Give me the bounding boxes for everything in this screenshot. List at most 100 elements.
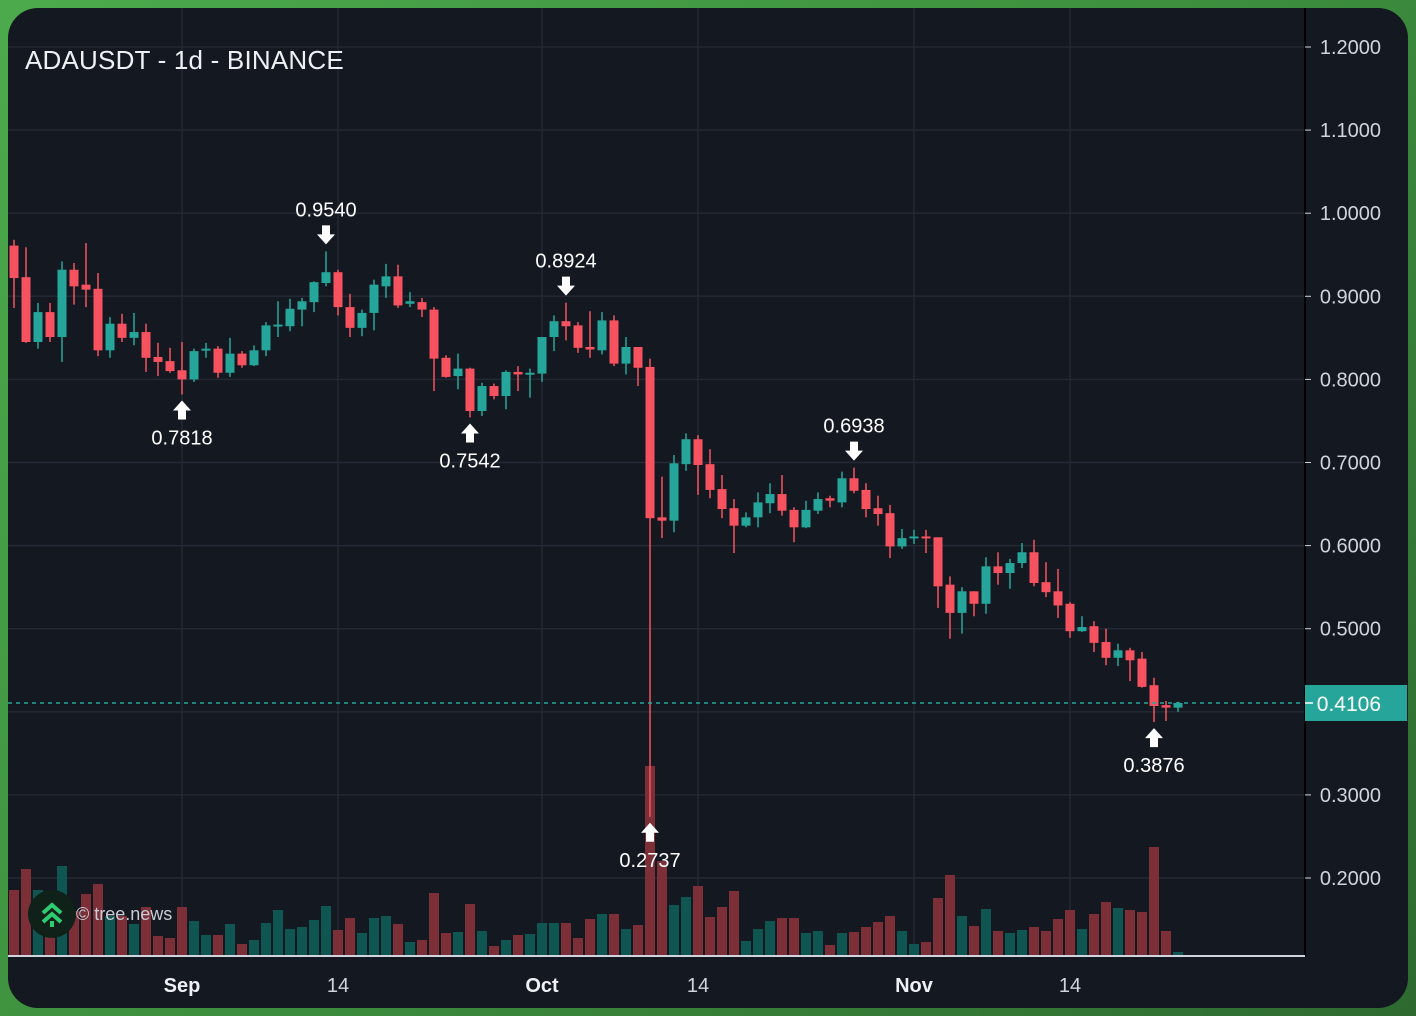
candle-body — [345, 307, 355, 328]
candle-body — [21, 277, 31, 343]
candle-body — [585, 346, 595, 350]
candle-body — [213, 348, 223, 373]
candle — [777, 474, 787, 516]
candle — [741, 512, 751, 528]
annotation-label: 0.3876 — [1123, 755, 1184, 777]
candle-body — [69, 269, 79, 287]
candle — [897, 528, 907, 549]
volume-bar — [537, 923, 547, 956]
candle-body — [921, 536, 931, 539]
volume-bar — [741, 941, 751, 956]
candle — [945, 576, 955, 639]
candle-body — [633, 346, 643, 368]
candle-body — [417, 302, 427, 310]
x-tick-label: Oct — [525, 975, 559, 997]
volume-bar — [441, 933, 451, 956]
candle — [33, 302, 43, 349]
candle-body — [357, 312, 367, 328]
y-tick-label: 1.0000 — [1320, 203, 1381, 225]
candle-body — [561, 321, 571, 327]
candle — [837, 471, 847, 508]
candle-body — [333, 272, 343, 308]
candle-body — [309, 282, 319, 303]
last-price-badge: 0.4106 — [1305, 684, 1407, 721]
candle-body — [1161, 705, 1171, 708]
candle — [201, 342, 211, 358]
candle-body — [237, 353, 247, 366]
candle — [1077, 616, 1087, 633]
volume-bar — [1173, 952, 1183, 956]
candle-body — [1053, 591, 1063, 606]
candle — [729, 499, 739, 554]
candle — [261, 322, 271, 357]
candle — [105, 317, 115, 358]
candle-body — [297, 301, 307, 310]
candle-body — [45, 312, 55, 338]
candle-body — [1149, 685, 1159, 706]
arrow-up-icon — [173, 400, 191, 420]
y-tick-label: 0.2000 — [1320, 868, 1381, 890]
candle — [969, 591, 979, 617]
candle — [801, 500, 811, 529]
volume-bar — [753, 929, 763, 956]
high-low-annotations: 0.9540 0.8924 0.6938 0.7818 0.7542 0.2737 0.38… — [151, 199, 1184, 871]
candle — [1101, 628, 1111, 666]
candlestick-chart[interactable]: 0.9540 0.8924 0.6938 0.7818 0.7542 0.2737 0.38… — [8, 8, 1408, 1008]
volume-bar — [825, 945, 835, 956]
volume-bar — [549, 923, 559, 956]
volume-bar — [309, 920, 319, 956]
candle — [405, 292, 415, 308]
candle — [1149, 677, 1159, 723]
candle — [273, 301, 283, 338]
volume-bar — [837, 933, 847, 956]
volume-bar — [165, 938, 175, 956]
candle — [1029, 539, 1039, 587]
candle-body — [117, 323, 127, 338]
candle — [141, 323, 151, 372]
candle-body — [501, 371, 511, 397]
candle-body — [717, 489, 727, 510]
volume-bar — [1125, 910, 1135, 956]
candle-body — [381, 276, 391, 287]
candle-body — [477, 386, 487, 411]
volume-bar — [717, 907, 727, 956]
candle — [153, 342, 163, 377]
volume-bar — [465, 904, 475, 956]
volume-bar — [357, 933, 367, 956]
volume-bar — [621, 929, 631, 956]
candle-body — [1137, 658, 1147, 687]
candle-body — [537, 337, 547, 374]
candle-body — [273, 324, 283, 327]
candle — [645, 358, 655, 817]
candle-body — [405, 301, 415, 304]
candle — [93, 273, 103, 357]
annotation-label: 0.9540 — [295, 199, 356, 221]
volume-bar — [573, 938, 583, 956]
volume-bar — [405, 942, 415, 956]
candle-body — [1041, 582, 1051, 593]
volume-bar — [1005, 933, 1015, 956]
volume-bar — [597, 914, 607, 956]
candle-body — [909, 536, 919, 539]
candle — [9, 239, 19, 308]
annotation-low: 0.7818 — [151, 400, 213, 450]
annotation-high: 0.8924 — [535, 251, 597, 296]
candle-body — [1077, 627, 1087, 632]
volume-bar — [525, 934, 535, 956]
candle — [537, 337, 547, 382]
watermark-text: © tree.news — [76, 904, 173, 924]
candle-body — [513, 371, 523, 375]
candle — [621, 337, 631, 375]
candle-body — [705, 464, 715, 490]
candle-body — [1101, 641, 1111, 658]
candle-body — [945, 584, 955, 613]
annotation-label: 0.7818 — [151, 428, 212, 450]
volume-bar — [1089, 914, 1099, 956]
volume-bar — [513, 935, 523, 956]
volume-bar — [585, 919, 595, 956]
candle-body — [837, 478, 847, 503]
volume-bar — [777, 918, 787, 956]
volume-bar — [1137, 912, 1147, 956]
chart-title: ADAUSDT - 1d - BINANCE — [25, 45, 344, 75]
candle — [513, 366, 523, 392]
